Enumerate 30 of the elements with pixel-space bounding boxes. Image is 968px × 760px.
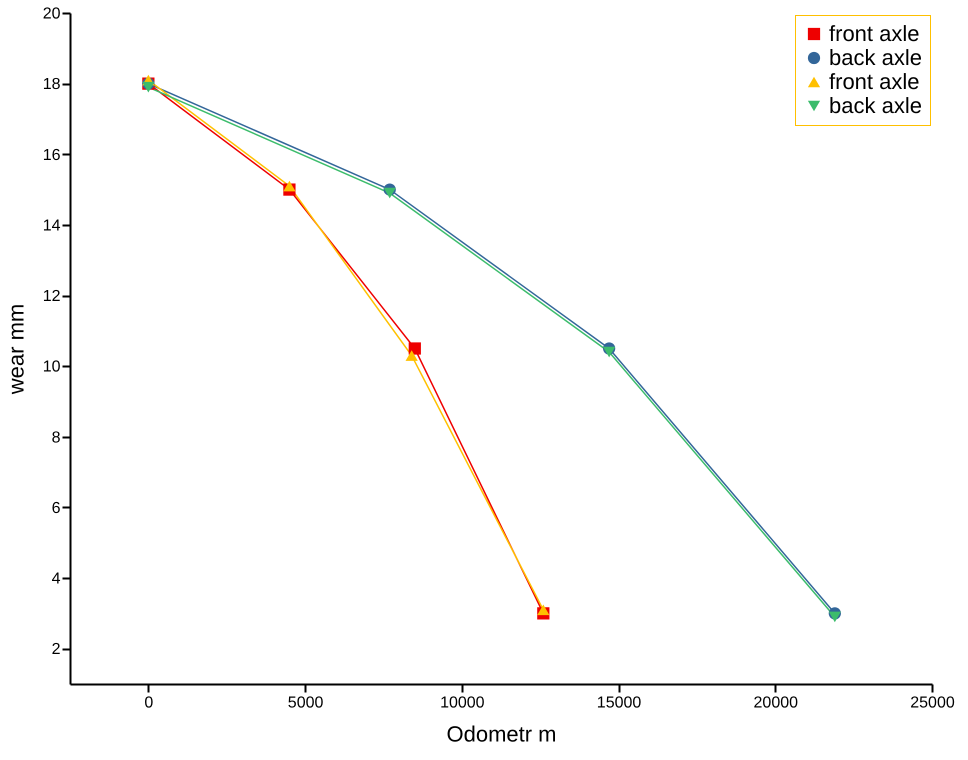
x-axis-title: Odometr m bbox=[446, 722, 557, 746]
point bbox=[828, 612, 841, 622]
legend-label: back axle bbox=[829, 45, 922, 70]
x-tick-label: 10000 bbox=[440, 694, 485, 712]
point bbox=[142, 82, 154, 92]
y-axis-title: wear mm bbox=[4, 304, 29, 396]
y-tick-label: 20 bbox=[42, 6, 61, 22]
y-tick-label: 18 bbox=[42, 76, 61, 94]
x-tick-label: 0 bbox=[144, 694, 154, 712]
legend-label: front axle bbox=[829, 69, 920, 94]
y-tick-label: 12 bbox=[42, 288, 61, 306]
x-tick-label: 15000 bbox=[596, 694, 642, 712]
x-tick-label: 20000 bbox=[754, 694, 798, 712]
y-tick-label: 8 bbox=[52, 429, 61, 446]
y-tick-label: 16 bbox=[42, 146, 61, 164]
y-tick-label: 14 bbox=[42, 217, 61, 234]
y-tick-label: 4 bbox=[52, 570, 61, 588]
point bbox=[406, 350, 418, 361]
x-tick-label: 5000 bbox=[288, 694, 324, 712]
y-tick-label: 6 bbox=[52, 500, 61, 517]
legend-label: back axle bbox=[829, 93, 922, 118]
legend-label: front axle bbox=[829, 21, 920, 46]
x-tick-label: 25000 bbox=[910, 694, 955, 712]
point bbox=[384, 188, 396, 198]
point bbox=[283, 180, 296, 192]
point bbox=[408, 342, 421, 355]
point bbox=[537, 604, 550, 616]
y-tick-label: 2 bbox=[52, 641, 61, 658]
point bbox=[603, 346, 616, 358]
y-tick-label: 10 bbox=[42, 358, 61, 376]
